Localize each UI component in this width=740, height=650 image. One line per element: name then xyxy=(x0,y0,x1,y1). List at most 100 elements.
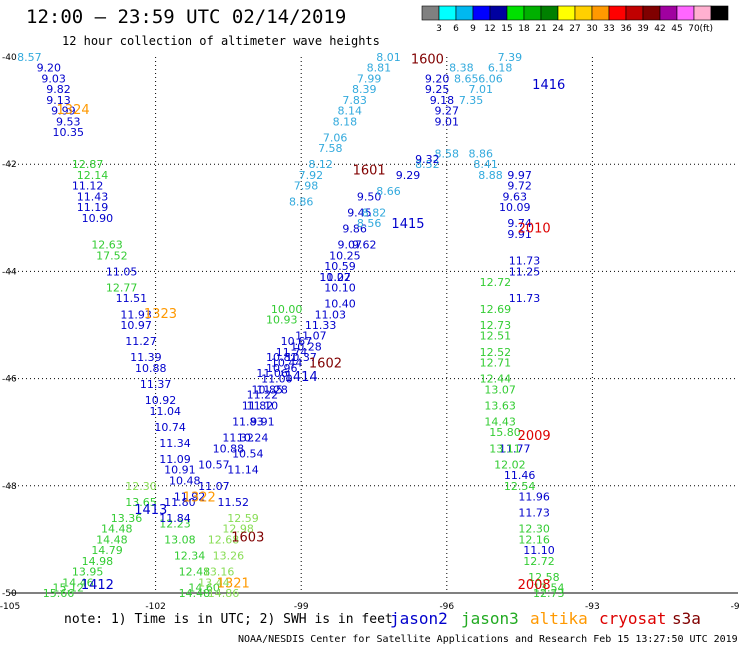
swh-value: 8.41 xyxy=(473,158,498,171)
lon-tick-label: -105 xyxy=(0,602,20,612)
swh-value: 13.16 xyxy=(203,566,235,579)
swh-value: 11.09 xyxy=(159,453,191,466)
swh-value: 9.74 xyxy=(507,217,532,230)
swh-value: 9.20 xyxy=(425,72,450,85)
swh-value: 12.69 xyxy=(480,303,512,316)
swh-value: 10.25 xyxy=(329,249,361,262)
swh-value: 9.86 xyxy=(342,223,367,236)
swh-value: 10.96 xyxy=(266,362,298,375)
swh-value: 9.63 xyxy=(502,190,527,203)
colorbar-label: 15 xyxy=(501,24,512,34)
swh-value: 11.73 xyxy=(518,507,550,520)
swh-value: 13.44 xyxy=(198,576,230,589)
colorbar-swatch xyxy=(642,5,661,21)
swh-value: 9.13 xyxy=(46,94,71,107)
swh-value: 9.03 xyxy=(41,72,66,85)
swh-readings: 9.209.039.829.139.999.5310.3511.1211.431… xyxy=(17,51,564,600)
lat-tick-label: -44 xyxy=(2,267,17,277)
swh-value: 9.25 xyxy=(425,83,450,96)
colorbar-unit: (ft) xyxy=(699,24,713,34)
colorbar-swatch xyxy=(574,5,593,21)
swh-value: 12.72 xyxy=(480,276,512,289)
satellite-legend-s3a: s3a xyxy=(672,609,701,628)
swh-value: 13.11 xyxy=(489,442,521,455)
colorbar-swatch xyxy=(523,5,542,21)
swh-value: 12.14 xyxy=(77,169,109,182)
swh-value: 12.68 xyxy=(208,533,240,546)
colorbar-swatch xyxy=(438,5,457,21)
swh-value: 11.39 xyxy=(130,351,162,364)
swh-value: 11.51 xyxy=(116,292,148,305)
lon-tick-label: -99 xyxy=(294,602,309,612)
swh-value: 9.97 xyxy=(507,169,532,182)
swh-value: 10.57 xyxy=(198,458,230,471)
swh-value: 12.63 xyxy=(91,239,123,252)
swh-value: 12.16 xyxy=(518,533,550,546)
lat-tick-label: -50 xyxy=(2,589,17,599)
swh-value: 12.48 xyxy=(179,566,211,579)
swh-value: 11.07 xyxy=(295,330,327,343)
colorbar-swatch xyxy=(489,5,508,21)
swh-value: 6.06 xyxy=(478,72,503,85)
swh-value: 15.12 xyxy=(52,582,84,595)
swh-value: 14.86 xyxy=(208,587,240,600)
swh-value: 11.43 xyxy=(77,190,109,203)
swh-value: 9.07 xyxy=(337,239,362,252)
pass-time-label: 1321 xyxy=(217,576,250,591)
swh-value: 10.37 xyxy=(285,351,317,364)
swh-value: 11.19 xyxy=(77,201,109,214)
swh-value: 11.92 xyxy=(174,491,206,504)
swh-value: 7.06 xyxy=(323,131,348,144)
swh-value: 11.32 xyxy=(222,432,254,445)
swh-value: 10.67 xyxy=(281,335,313,348)
swh-value: 10.85 xyxy=(251,383,283,396)
swh-value: 14.48 xyxy=(96,533,128,546)
swh-value: 11.06 xyxy=(256,367,288,380)
satellite-legend-cryosat: cryosat xyxy=(599,609,667,628)
colorbar-label: 30 xyxy=(586,24,598,34)
swh-value: 12.71 xyxy=(480,357,512,370)
swh-value: 10.48 xyxy=(169,474,201,487)
swh-value: 11.25 xyxy=(509,265,541,278)
colorbar-label: 39 xyxy=(637,24,649,34)
swh-value: 12.87 xyxy=(72,158,104,171)
swh-value: 10.54 xyxy=(232,448,264,461)
colorbar-label: 21 xyxy=(535,24,546,34)
colorbar-label: 36 xyxy=(620,24,632,34)
swh-value: 12.73 xyxy=(480,319,512,332)
colorbar-label: 3 xyxy=(436,24,442,34)
swh-value: 13.95 xyxy=(72,566,104,579)
swh-value: 7.99 xyxy=(357,72,382,85)
pass-time-label: 1413 xyxy=(134,503,167,518)
swh-value: 15.66 xyxy=(43,587,75,600)
swh-value: 13.07 xyxy=(484,383,516,396)
map-grid xyxy=(10,57,738,594)
swh-value: 13.63 xyxy=(484,399,516,412)
satellite-legend-jason2: jason2 xyxy=(390,609,448,628)
swh-value: 14.79 xyxy=(91,544,123,557)
colorbar-swatch xyxy=(591,5,610,21)
colorbar-swatch xyxy=(421,5,440,21)
colorbar-label: 9 xyxy=(470,24,476,34)
swh-value: 12.98 xyxy=(222,523,254,536)
swh-value: 11.77 xyxy=(499,442,531,455)
swh-value: 10.10 xyxy=(324,281,356,294)
swh-value: 11.96 xyxy=(518,491,550,504)
colorbar-label: 45 xyxy=(671,24,682,34)
swh-value: 11.74 xyxy=(276,346,308,359)
swh-value: 13.08 xyxy=(164,533,196,546)
swh-value: 11.84 xyxy=(159,512,191,525)
swh-value: 9.99 xyxy=(51,105,76,118)
swh-value: 11.10 xyxy=(247,399,279,412)
swh-value: 9.18 xyxy=(430,94,455,107)
swh-value: 8.86 xyxy=(469,147,494,160)
swh-value: 10.81 xyxy=(266,351,298,364)
pass-time-label: 1603 xyxy=(231,531,264,546)
swh-value: 14.60 xyxy=(188,582,220,595)
map-title: 12:00 — 23:59 UTC 02/14/2019 xyxy=(26,6,347,28)
colorbar-swatch xyxy=(506,5,525,21)
swh-value: 11.04 xyxy=(150,405,182,418)
swh-value: 11.83 xyxy=(232,415,264,428)
swh-value: 11.34 xyxy=(159,437,191,450)
